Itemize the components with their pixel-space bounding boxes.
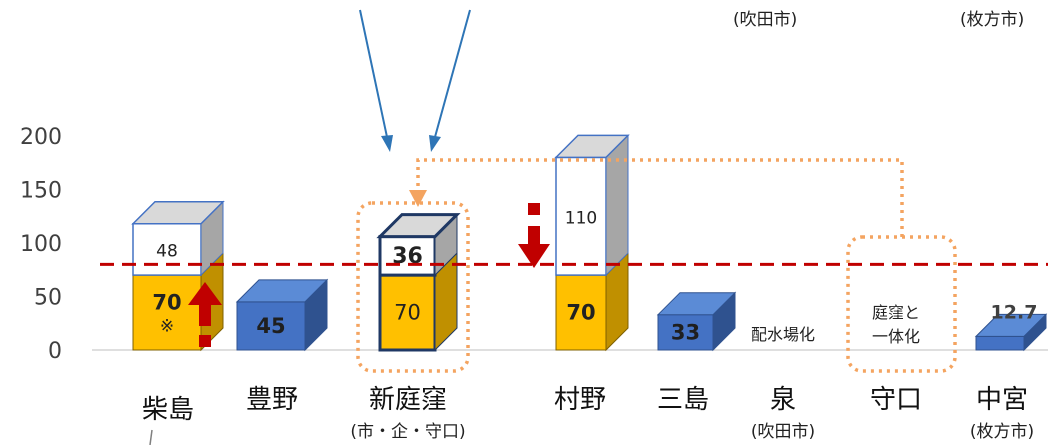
bar-top xyxy=(376,213,461,239)
bar-side xyxy=(605,134,629,277)
x-tick-label: 守口 xyxy=(870,385,922,415)
x-tick-label: 村野 xyxy=(554,385,606,415)
top-note-hirakata: (枚方市) xyxy=(960,10,1025,30)
x-tick-sublabel: (枚方市) xyxy=(970,422,1034,442)
category-text: 庭窪と xyxy=(872,303,920,322)
red-down-arrow-dash xyxy=(528,203,540,215)
x-tick-label: 豊野 xyxy=(246,385,298,415)
connector-arrowhead xyxy=(409,190,427,207)
group-box-moriguchi xyxy=(846,235,957,373)
connector-line xyxy=(416,158,904,237)
x-tick-label: 中宮 xyxy=(976,385,1028,415)
bar-front xyxy=(132,222,202,276)
red-down-arrow xyxy=(518,226,550,268)
x-tick-label: 柴島 xyxy=(142,395,194,425)
data-label: 48 xyxy=(156,241,178,261)
blue-arrow-left-head xyxy=(381,135,393,152)
y-tick-label: 50 xyxy=(34,286,62,311)
data-label: 70 xyxy=(152,291,181,315)
bar-top xyxy=(554,134,630,159)
small-tick-mark xyxy=(149,429,153,445)
group-box-shinniwakubo xyxy=(356,201,470,373)
bar-front xyxy=(555,274,607,351)
blue-arrow-right-head xyxy=(429,135,441,152)
bar-front xyxy=(378,273,437,352)
red-up-arrow-dash xyxy=(199,335,211,347)
bar-top xyxy=(235,279,329,303)
y-tick-label: 0 xyxy=(48,339,62,364)
data-label: 70 xyxy=(566,301,595,325)
data-label: 70 xyxy=(394,301,421,325)
red-up-arrow xyxy=(188,282,222,326)
bar-top xyxy=(131,200,225,225)
bar-front xyxy=(975,335,1025,351)
top-note-suita: (吹田市) xyxy=(733,10,798,30)
data-label: 12.7 xyxy=(991,301,1038,323)
category-text: 配水場化 xyxy=(751,325,815,344)
data-label: 33 xyxy=(671,320,700,344)
x-tick-sublabel: (吹田市) xyxy=(751,422,815,442)
x-tick-label: 泉 xyxy=(770,385,796,415)
y-tick-label: 150 xyxy=(20,179,62,204)
bar-top xyxy=(974,313,1048,337)
data-note: ※ xyxy=(160,317,174,337)
blue-arrow-left xyxy=(359,9,388,138)
category-text: 一体化 xyxy=(872,327,920,346)
data-label: 110 xyxy=(565,208,597,228)
bar-top xyxy=(656,292,737,316)
y-tick-label: 200 xyxy=(20,125,62,150)
bar-front xyxy=(555,156,607,276)
y-tick-label: 100 xyxy=(20,232,62,257)
x-tick-label: 三島 xyxy=(657,385,709,415)
x-tick-sublabel: (市・企・守口) xyxy=(350,422,465,442)
data-label: 45 xyxy=(256,314,285,338)
blue-arrow-right xyxy=(434,9,471,138)
x-tick-label: 新庭窪 xyxy=(369,385,447,415)
